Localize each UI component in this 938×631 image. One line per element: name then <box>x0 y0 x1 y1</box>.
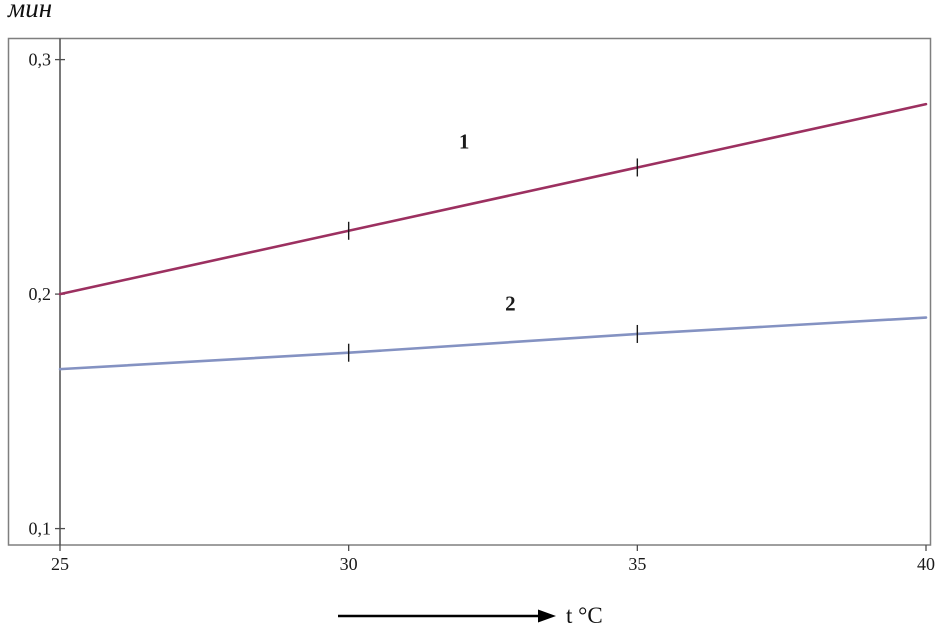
series-2-label: 2 <box>505 292 516 316</box>
series-2-line <box>58 316 928 371</box>
y-axis-unit-label: мин <box>8 0 53 23</box>
x-axis-label: t °C <box>338 603 603 629</box>
arrow-head <box>538 609 556 623</box>
series-1-line <box>58 102 928 296</box>
plot-frame <box>7 37 932 546</box>
y-tick-label: 0,1 <box>29 519 52 539</box>
series-1-label: 1 <box>459 130 470 154</box>
x-tick-label: 40 <box>917 554 935 574</box>
x-tick-label: 35 <box>628 554 646 574</box>
x-axis-label-text: t °C <box>566 603 603 628</box>
y-tick-label: 0,3 <box>29 50 52 70</box>
x-tick-label: 30 <box>340 554 358 574</box>
x-tick-label: 25 <box>51 554 69 574</box>
x-axis-arrow-icon <box>338 609 556 623</box>
y-tick-label: 0,2 <box>29 284 52 304</box>
